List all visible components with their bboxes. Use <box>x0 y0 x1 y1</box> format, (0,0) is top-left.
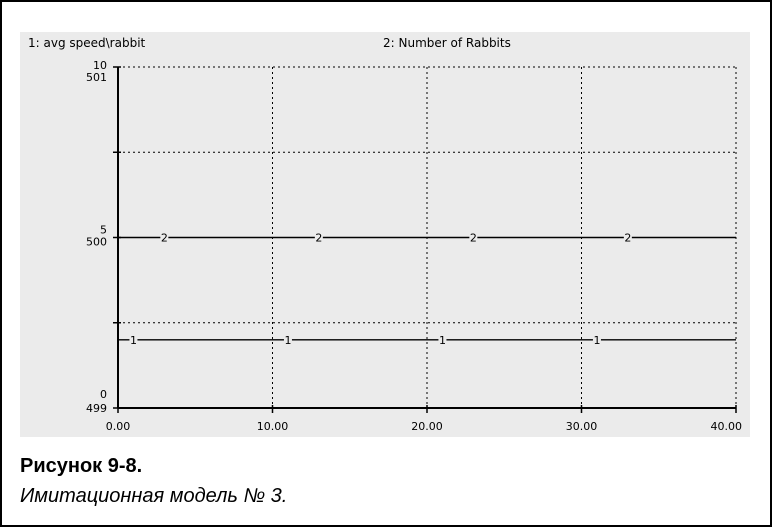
series-1-marker: 1 <box>284 334 291 347</box>
series-2-marker: 2 <box>624 232 631 245</box>
series-2-marker: 2 <box>470 232 477 245</box>
x-tick-labels: 0.00 10.00 20.00 30.00 40.00 <box>106 420 742 433</box>
x-tick-label: 0.00 <box>106 420 131 433</box>
series-2-marker: 2 <box>161 232 168 245</box>
series-2-marker-bg <box>623 231 632 244</box>
x-tick-label: 30.00 <box>566 420 598 433</box>
series-2-marker: 2 <box>315 232 322 245</box>
series-2-marker-bg <box>160 231 169 244</box>
series-2-marker-bg <box>469 231 478 244</box>
x-tick-label: 10.00 <box>257 420 289 433</box>
series-1-marker: 1 <box>593 334 600 347</box>
y-tick-label: 500 <box>86 236 107 249</box>
y-tick-label: 0 <box>100 388 107 401</box>
series-2-marker-bg <box>314 231 323 244</box>
y-tick-label: 10 <box>93 59 107 72</box>
series-1-marker: 1 <box>439 334 446 347</box>
axes <box>113 66 737 413</box>
x-tick-label: 20.00 <box>411 420 443 433</box>
series-1-marker-bg <box>129 333 138 346</box>
y-tick-label: 5 <box>100 224 107 237</box>
series-1-marker-bg <box>438 333 447 346</box>
caption-title: Рисунок 9-8. <box>20 455 143 477</box>
series-1-marker-bg <box>592 333 601 346</box>
x-tick-label: 40.00 <box>711 420 743 433</box>
legend-series-2: 2: Number of Rabbits <box>383 36 511 50</box>
y-tick-label: 499 <box>86 402 107 415</box>
series-1-marker-bg <box>283 333 292 346</box>
legend-series-1: 1: avg speed\rabbit <box>28 36 146 50</box>
series-lines: 1 1 1 1 2 2 2 2 <box>118 231 736 347</box>
y-tick-label: 501 <box>86 71 107 84</box>
caption-subtitle: Имитационная модель № 3. <box>20 485 288 507</box>
series-1-marker: 1 <box>130 334 137 347</box>
